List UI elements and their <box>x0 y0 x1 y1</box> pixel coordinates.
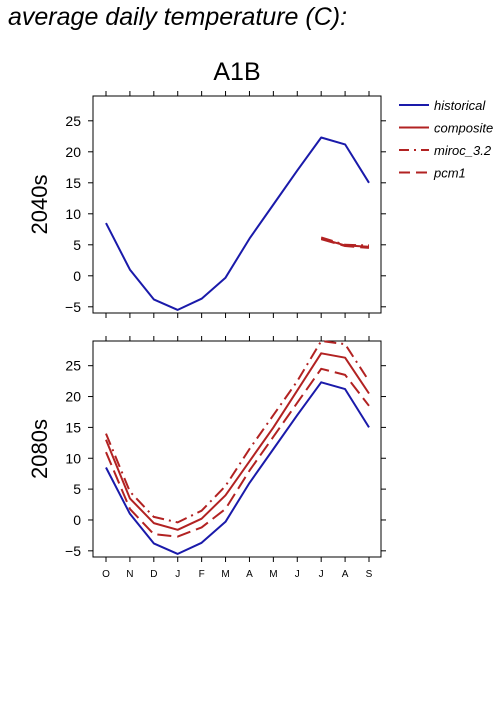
x-tick-label: J <box>175 569 180 580</box>
chart-title: A1B <box>213 58 260 86</box>
y-tick-label: 5 <box>73 481 81 497</box>
y-tick-label: −5 <box>65 299 81 315</box>
legend-label: composite <box>434 121 493 136</box>
x-tick-label: D <box>150 569 157 580</box>
y-tick-label: 0 <box>73 268 81 284</box>
series-line-miroc-3-2 <box>105 340 370 524</box>
y-tick-label: 20 <box>65 389 81 405</box>
y-tick-label: 25 <box>65 358 81 374</box>
series-line-composite <box>105 352 370 531</box>
y-axis-label: 2040s <box>27 175 52 235</box>
legend-item: pcm1 <box>399 166 466 181</box>
y-tick-label: 25 <box>65 113 81 129</box>
series-line-pcm1 <box>105 367 370 538</box>
legend-label: miroc_3.2 <box>434 143 492 158</box>
x-tick-label: S <box>366 569 373 580</box>
page-title: average daily temperature (C): <box>8 3 348 31</box>
panel-frame <box>92 340 382 558</box>
y-tick-label: 20 <box>65 144 81 160</box>
y-tick-label: 5 <box>73 237 81 253</box>
chart-panels: −5 0 5 10 15 20 25 2040s −5 0 5 10 15 20 25 O N D J F M A M J J A… <box>27 91 386 580</box>
legend-label: historical <box>434 98 486 113</box>
series-line-historical <box>105 381 370 555</box>
y-tick-label: 15 <box>65 175 81 191</box>
x-tick-label: O <box>102 569 110 580</box>
x-tick-label: J <box>295 569 300 580</box>
legend-label: pcm1 <box>433 166 466 181</box>
x-tick-label: M <box>269 569 277 580</box>
x-tick-label: F <box>199 569 205 580</box>
legend-item: composite <box>399 121 493 136</box>
x-tick-label: A <box>342 569 349 580</box>
panel-frame <box>92 95 382 314</box>
panel-2040s: −5 0 5 10 15 20 25 2040s <box>27 91 386 318</box>
y-tick-label: 10 <box>65 206 81 222</box>
x-tick-label: J <box>319 569 324 580</box>
legend: historical composite miroc_3.2 pcm1 <box>399 98 493 181</box>
series-line-miroc-3-2 <box>320 236 370 247</box>
series-line-pcm1 <box>320 238 370 249</box>
series-line-historical <box>105 136 370 311</box>
x-tick-label: N <box>126 569 133 580</box>
x-tick-label: A <box>246 569 253 580</box>
x-tick-label: M <box>221 569 229 580</box>
y-tick-label: 10 <box>65 450 81 466</box>
legend-item: miroc_3.2 <box>399 143 492 158</box>
y-tick-label: 15 <box>65 419 81 435</box>
y-axis-label: 2080s <box>27 419 52 479</box>
legend-item: historical <box>399 98 486 113</box>
y-tick-label: 0 <box>73 512 81 528</box>
y-tick-label: −5 <box>65 543 81 559</box>
panel-2080s: −5 0 5 10 15 20 25 O N D J F M A M J J A S 2080s <box>27 336 386 580</box>
